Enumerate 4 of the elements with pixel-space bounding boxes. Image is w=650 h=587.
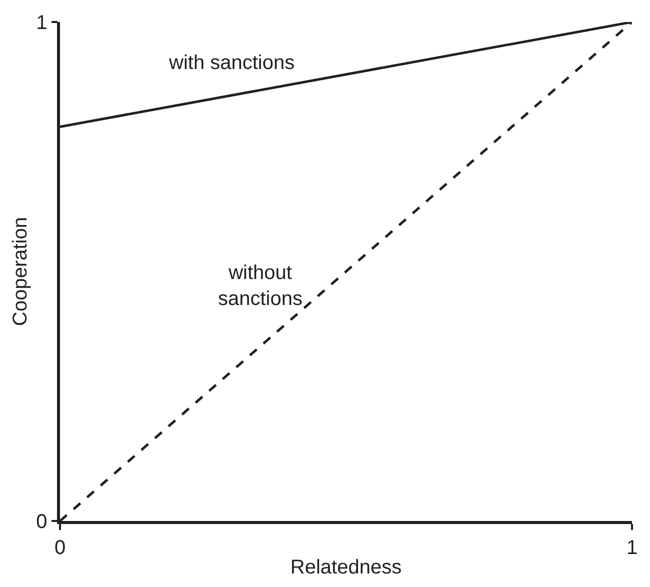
series-label: without sanctions bbox=[218, 262, 302, 310]
series-label: with sanctions bbox=[168, 52, 295, 74]
y-axis-title: Cooperation bbox=[10, 217, 32, 326]
x-axis-title: Relatedness bbox=[290, 556, 402, 578]
